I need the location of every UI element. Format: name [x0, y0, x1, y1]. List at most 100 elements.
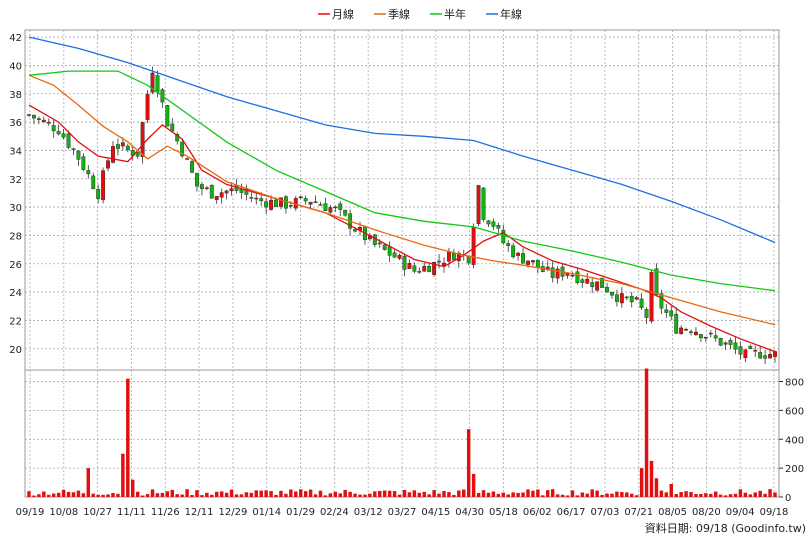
volume-bar-135 [694, 494, 698, 497]
volume-bar-34 [195, 490, 199, 497]
volume-bar-107 [555, 494, 560, 497]
date-tick-label-15: 06/02 [523, 507, 552, 518]
candle-body-37 [209, 184, 214, 199]
volume-bar-9 [71, 492, 76, 497]
candle-body-116 [600, 277, 605, 288]
candle-body-47 [259, 198, 264, 201]
candle-body-9 [71, 148, 76, 151]
volume-bar-47 [259, 490, 263, 497]
price-tick-label-6: 32 [9, 175, 22, 186]
candle-body-15 [101, 170, 106, 201]
date-tick-label-4: 11/26 [151, 507, 180, 518]
candle-body-72 [382, 244, 387, 250]
candle-body-18 [115, 144, 120, 149]
ma-line-2 [28, 70, 776, 292]
candle-body-148 [758, 352, 763, 359]
volume-bar-27 [160, 492, 165, 497]
date-tick-label-19: 08/05 [658, 507, 687, 518]
volume-bar-147 [753, 492, 757, 497]
candle-body-63 [338, 203, 343, 210]
volume-bar-108 [560, 494, 565, 497]
candle-body-19 [120, 142, 125, 147]
volume-bar-124 [639, 468, 644, 497]
candle-body-56 [303, 198, 308, 202]
date-tick-label-7: 01/14 [252, 507, 281, 518]
candle-body-62 [333, 206, 338, 209]
price-tick-label-5: 30 [9, 203, 22, 214]
volume-bar-104 [541, 495, 545, 497]
volume-bar-128 [659, 490, 664, 497]
candle-body-79 [417, 270, 422, 273]
volume-bar-20 [126, 378, 130, 497]
volume-bar-23 [140, 495, 145, 497]
candle-body-120 [619, 293, 624, 304]
volume-bar-142 [728, 494, 733, 497]
volume-bar-136 [699, 493, 703, 497]
volume-bar-131 [674, 493, 678, 497]
volume-bar-119 [615, 491, 619, 497]
volume-bar-40 [224, 492, 229, 497]
candle-body-91 [476, 185, 481, 224]
volume-bar-30 [175, 494, 179, 497]
volume-bar-58 [313, 494, 318, 497]
volume-bar-97 [506, 494, 510, 497]
volume-bar-29 [170, 489, 175, 497]
candle-body-151 [773, 351, 777, 357]
candle-body-82 [432, 262, 437, 275]
date-tick-label-20: 08/20 [692, 507, 721, 518]
candle-body-115 [595, 281, 600, 291]
candle-body-136 [698, 334, 703, 339]
volume-bar-109 [565, 495, 570, 497]
candle-body-22 [135, 152, 140, 157]
candle-body-131 [674, 313, 679, 334]
footer-date: 資料日期: 09/18 (Goodinfo.tw) [645, 521, 806, 535]
volume-bar-2 [37, 494, 41, 497]
candle-body-137 [703, 336, 708, 339]
volume-bar-41 [229, 489, 234, 497]
volume-bar-51 [279, 490, 283, 497]
volume-bar-14 [96, 494, 100, 497]
candle-body-38 [214, 196, 219, 200]
candle-body-13 [91, 175, 96, 189]
volume-bar-82 [432, 490, 436, 497]
volume-bar-120 [620, 492, 624, 497]
candle-body-12 [86, 170, 91, 175]
volume-bar-106 [550, 489, 555, 497]
volume-tick-label-0: 0 [785, 493, 791, 504]
volume-bar-22 [135, 491, 140, 497]
candle-body-39 [219, 192, 224, 198]
date-tick-label-18: 07/21 [624, 507, 653, 518]
volume-bar-6 [56, 492, 61, 497]
candle-body-60 [323, 203, 328, 211]
candle-body-26 [155, 75, 160, 93]
volume-bar-125 [644, 368, 649, 497]
volume-bar-3 [42, 491, 46, 497]
candle-body-10 [76, 150, 81, 160]
candle-body-146 [748, 346, 753, 350]
candle-body-66 [353, 229, 357, 232]
volume-bar-60 [323, 495, 328, 497]
candle-body-130 [669, 310, 674, 317]
volume-bar-98 [511, 492, 515, 497]
candle-body-16 [106, 160, 110, 169]
volume-bar-8 [66, 491, 71, 497]
volume-bar-42 [234, 494, 239, 497]
candle-body-143 [733, 342, 738, 350]
candle-body-71 [377, 242, 382, 245]
volume-bar-117 [605, 493, 609, 497]
volume-bar-81 [427, 494, 431, 497]
volume-bar-57 [308, 489, 313, 497]
candle-body-117 [605, 286, 609, 293]
volume-bar-74 [392, 491, 397, 497]
candle-body-93 [486, 220, 491, 225]
volume-bar-137 [704, 493, 708, 497]
candle-body-61 [328, 207, 333, 213]
volume-bar-19 [121, 453, 125, 497]
candle-body-102 [530, 260, 535, 263]
price-tick-label-7: 34 [9, 146, 22, 157]
candle-body-135 [694, 331, 698, 335]
volume-bar-44 [244, 492, 249, 497]
volume-bar-140 [718, 494, 723, 497]
date-tick-label-10: 03/12 [354, 507, 383, 518]
